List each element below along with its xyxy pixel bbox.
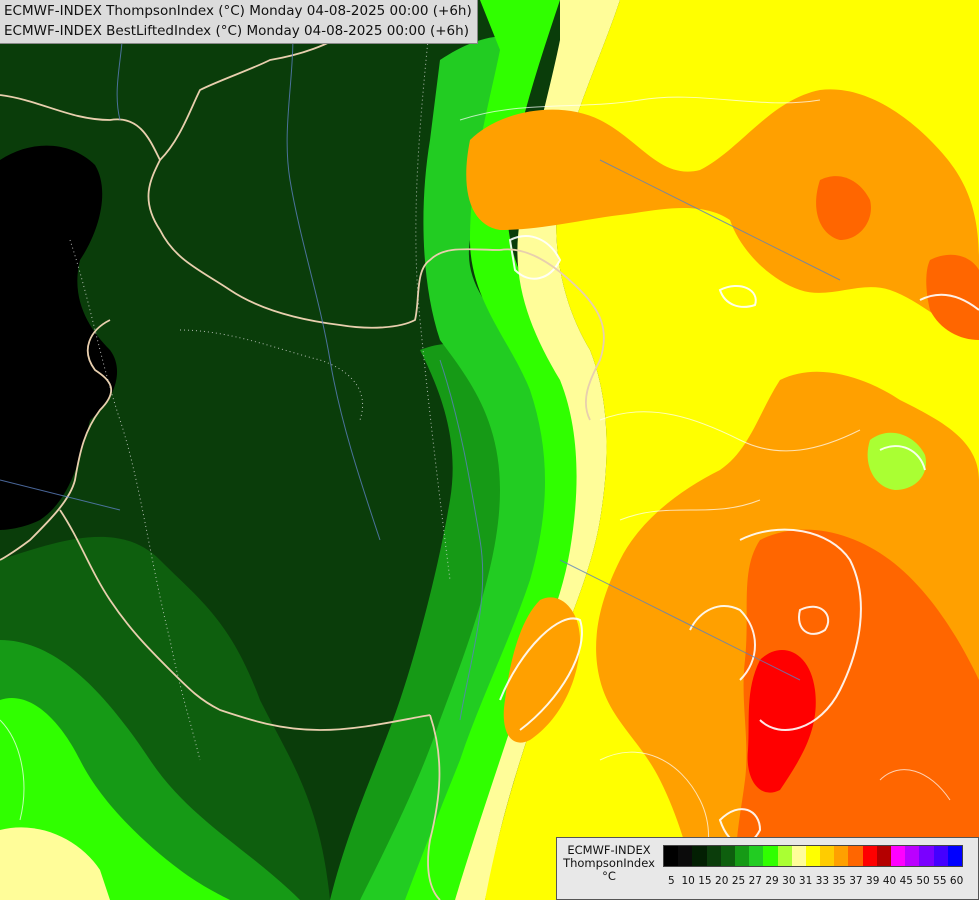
isoline [0, 719, 25, 821]
legend-tick-label: 37 [849, 875, 863, 887]
isoline [798, 605, 830, 635]
field-region-lightyellow-sw [0, 827, 110, 900]
legend-tick-label: 33 [815, 875, 830, 887]
header-line-1: ECMWF-INDEX ThompsonIndex (°C) Monday 04… [4, 3, 472, 19]
legend-title-line-2: ThompsonIndex [563, 856, 655, 870]
legend-tick-label: 35 [832, 875, 846, 887]
legend-tick-label: 31 [798, 875, 813, 887]
legend-tick-label: 27 [748, 875, 762, 887]
legend-tick-label: 25 [731, 875, 746, 887]
legend-tick-label: 45 [899, 875, 913, 887]
legend-tick-label: 40 [882, 875, 897, 887]
legend-swatch [720, 846, 735, 866]
legend-title: ECMWF-INDEX ThompsonIndex °C [560, 844, 658, 883]
legend-swatch [706, 846, 721, 866]
legend-tick-label: 10 [681, 875, 695, 887]
map-header: ECMWF-INDEX ThompsonIndex (°C) Monday 04… [0, 0, 478, 44]
legend-tick-label: 55 [933, 875, 947, 887]
legend-swatch [664, 846, 679, 866]
legend-tick-label: 30 [782, 875, 796, 887]
legend-swatch [805, 846, 821, 866]
field-region-orange-north [466, 89, 979, 341]
border [59, 509, 431, 731]
legend-swatch [891, 846, 906, 866]
river [0, 479, 121, 511]
field-region-black [0, 145, 118, 530]
legend-swatch [905, 846, 920, 866]
legend-swatch [933, 846, 948, 866]
legend-swatch [791, 846, 806, 866]
isoline [919, 293, 979, 311]
header-line-2: ECMWF-INDEX BestLiftedIndex (°C) Monday … [4, 23, 469, 39]
field-region-green-pocket [867, 432, 926, 490]
legend-tick-label: 15 [698, 875, 712, 887]
legend-tick-label: 29 [765, 875, 779, 887]
legend-swatch [692, 846, 707, 866]
river [439, 359, 484, 721]
legend-swatch [834, 846, 849, 866]
color-legend: ECMWF-INDEX ThompsonIndex °C 5 10 15 20 25 27… [556, 837, 979, 900]
legend-swatch [947, 846, 962, 866]
field-region-darkorange [735, 529, 979, 900]
field-region-darkorange-ne [926, 254, 979, 340]
legend-color-scale [663, 845, 963, 867]
legend-tick-label: 60 [949, 875, 964, 887]
isoline [879, 769, 951, 801]
legend-swatch [734, 846, 750, 866]
legend-swatch [777, 846, 792, 866]
legend-tick-label: 39 [866, 875, 880, 887]
isoline [499, 617, 583, 731]
legend-swatch [749, 846, 764, 866]
field-region-orange-west [503, 597, 580, 743]
isoline [508, 235, 562, 280]
field-region-green-east [330, 343, 529, 900]
dotted-lines [69, 19, 451, 761]
isoline [689, 605, 756, 681]
legend-tick-label: 50 [916, 875, 930, 887]
border [499, 248, 605, 421]
river [286, 0, 381, 541]
border [0, 319, 113, 561]
legend-swatch [848, 846, 863, 866]
isoline [879, 445, 926, 471]
border [427, 714, 441, 900]
dotted-line [69, 239, 201, 761]
isoline [739, 528, 862, 731]
legend-tick-label: 5 [668, 875, 675, 887]
border [0, 94, 501, 329]
field-region-brightgreen [360, 36, 551, 900]
isoline [619, 499, 761, 521]
legend-tick-label: 20 [715, 875, 729, 887]
dotted-line [179, 329, 364, 421]
isoline [718, 285, 757, 308]
legend-title-line-1: ECMWF-INDEX [567, 843, 651, 857]
legend-swatch [763, 846, 778, 866]
legend-swatch [919, 846, 934, 866]
field-region-red [747, 650, 816, 793]
river [559, 559, 801, 681]
isoline [599, 411, 861, 452]
legend-swatch [876, 846, 891, 866]
legend-swatch [862, 846, 877, 866]
legend-swatch [678, 846, 693, 866]
field-region-darkorange-n [816, 176, 871, 240]
dotted-line [415, 19, 451, 581]
bestlifted-isolines [499, 235, 979, 845]
country-borders [0, 0, 605, 900]
legend-unit: °C [602, 869, 616, 883]
rivers [0, 0, 841, 721]
legend-swatch [820, 846, 835, 866]
river [599, 159, 841, 281]
isoline [459, 96, 821, 121]
